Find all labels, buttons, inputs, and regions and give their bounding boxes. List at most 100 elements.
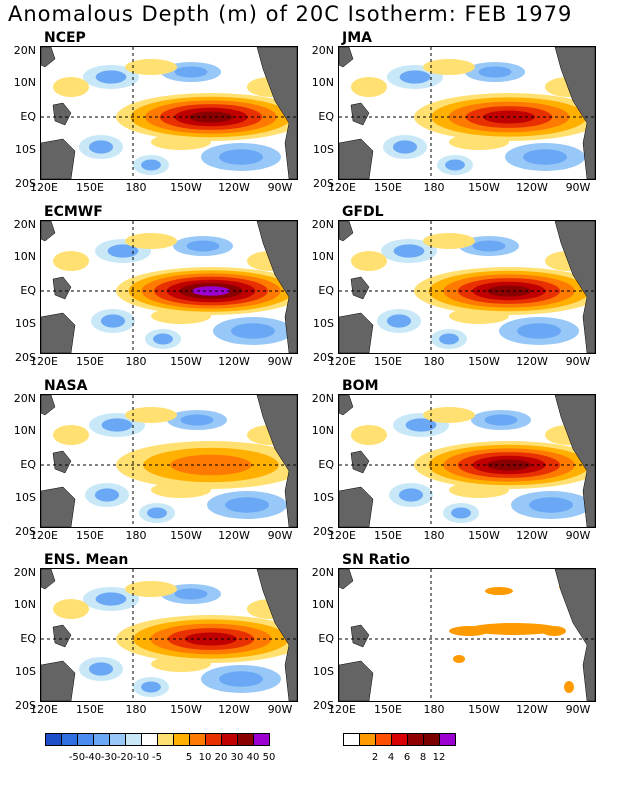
land-new-guinea — [350, 624, 370, 648]
warm-anomaly-patch — [53, 425, 89, 445]
land-mask — [41, 569, 297, 701]
longitude-label: 150E — [76, 529, 104, 542]
cool-anomaly-core — [439, 333, 459, 345]
land-new-guinea — [52, 624, 72, 648]
colorbar-swatch — [344, 734, 360, 745]
cool-anomaly-core — [478, 66, 512, 78]
land-asia — [339, 221, 354, 242]
colorbar-label: 6 — [403, 752, 411, 763]
longitude-label: 150W — [170, 529, 202, 542]
land-asia — [41, 395, 56, 416]
land-asia — [41, 569, 56, 590]
colorbar-swatch — [142, 734, 158, 745]
cool-anomaly-core — [472, 240, 506, 252]
cool-anomaly-core — [225, 497, 269, 513]
longitude-label: 180 — [125, 703, 147, 716]
warm-anomaly-patch — [351, 251, 387, 271]
colorbar-label: 4 — [387, 752, 395, 763]
land-new-guinea — [350, 276, 370, 300]
cool-anomaly-core — [398, 488, 424, 502]
map-panel — [338, 46, 596, 180]
land-asia — [339, 395, 354, 416]
latitude-label: 20S — [313, 351, 334, 364]
land-australia — [41, 486, 76, 527]
longitude-label: 90W — [565, 181, 591, 194]
cool-anomaly-core — [523, 149, 567, 165]
anomaly-field — [53, 581, 297, 697]
latitude-label: 10S — [313, 143, 334, 156]
colorbar-swatch — [158, 734, 174, 745]
colorbar-swatch — [360, 734, 376, 745]
sn-ratio-patch — [485, 587, 513, 595]
land-australia — [41, 138, 76, 179]
longitude-label: 120W — [516, 529, 548, 542]
latitude-label: EQ — [20, 284, 36, 297]
latitude-label: 10N — [13, 250, 36, 263]
cool-anomaly-core — [95, 70, 127, 84]
latitude-label: 10N — [311, 424, 334, 437]
longitude-label: 90W — [565, 355, 591, 368]
latitude-label: 10S — [15, 665, 36, 678]
cool-anomaly-core — [107, 244, 139, 258]
longitude-label: 120E — [328, 703, 356, 716]
colorbar-swatch — [424, 734, 440, 745]
latitude-label: 10S — [313, 665, 334, 678]
colorbar-swatch — [46, 734, 62, 745]
longitude-label: 150E — [374, 703, 402, 716]
land-mask — [41, 47, 297, 179]
latitude-label: 20N — [311, 566, 334, 579]
colorbar-swatch — [440, 734, 455, 745]
latitude-label: 10N — [13, 598, 36, 611]
longitude-label: 120W — [218, 355, 250, 368]
map-panel — [338, 220, 596, 354]
land-australia — [41, 312, 76, 353]
anomaly-colorbar — [45, 733, 270, 746]
cool-anomaly-core — [174, 588, 208, 600]
cool-anomaly-core — [95, 592, 127, 606]
anomaly-field — [449, 583, 579, 693]
sn-ratio-colorbar — [343, 733, 456, 746]
latitude-label: 10N — [13, 424, 36, 437]
colorbar-swatch — [222, 734, 238, 745]
cool-anomaly-core — [141, 681, 161, 693]
land-americas — [256, 395, 297, 527]
land-new-guinea — [52, 276, 72, 300]
longitude-label: 90W — [267, 181, 293, 194]
latitude-label: 20S — [313, 699, 334, 712]
land-mask — [339, 395, 595, 527]
colorbar-label: 2 — [371, 752, 379, 763]
colorbar-swatch — [376, 734, 392, 745]
latitude-label: 20N — [13, 566, 36, 579]
cool-anomaly-core — [451, 507, 471, 519]
longitude-label: 120W — [516, 181, 548, 194]
cool-anomaly-core — [445, 159, 465, 171]
latitude-label: 10N — [311, 76, 334, 89]
sn-ratio-patch — [453, 655, 465, 663]
colorbar-label: 40 — [246, 752, 260, 763]
longitude-label: 150E — [76, 181, 104, 194]
land-australia — [41, 660, 76, 701]
latitude-label: EQ — [20, 110, 36, 123]
land-new-guinea — [52, 450, 72, 474]
figure-title: Anomalous Depth (m) of 20C Isotherm: FEB… — [8, 2, 573, 26]
latitude-label: EQ — [318, 632, 334, 645]
longitude-label: 150E — [76, 703, 104, 716]
cool-anomaly-core — [405, 418, 437, 432]
latitude-label: 20S — [313, 525, 334, 538]
map-panel — [40, 568, 298, 702]
land-mask — [41, 221, 297, 353]
longitude-label: 120E — [30, 529, 58, 542]
latitude-label: 20N — [311, 44, 334, 57]
latitude-label: 10S — [15, 143, 36, 156]
map-panel — [40, 46, 298, 180]
cool-anomaly-core — [392, 140, 418, 154]
longitude-label: 180 — [125, 355, 147, 368]
warm-anomaly-patch — [423, 59, 475, 75]
colorbar-swatch — [62, 734, 78, 745]
latitude-label: 10S — [15, 317, 36, 330]
cool-anomaly-core — [386, 314, 412, 328]
longitude-label: 90W — [267, 703, 293, 716]
anomaly-field — [351, 233, 595, 349]
longitude-label: 120E — [328, 181, 356, 194]
longitude-label: 150W — [170, 181, 202, 194]
